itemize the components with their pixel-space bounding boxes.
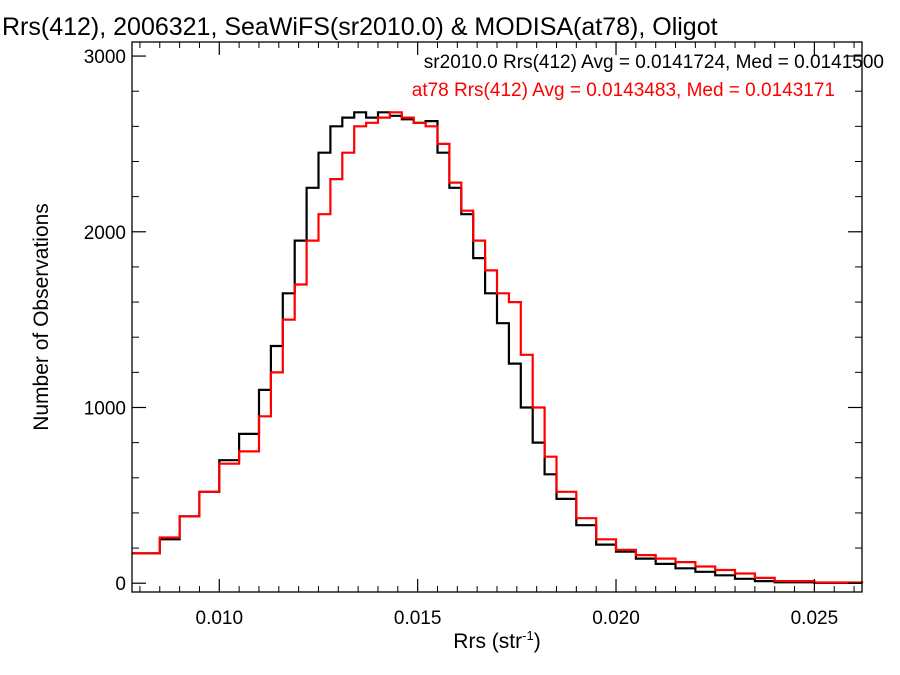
x-axis-label-superscript: -1 [522, 628, 534, 643]
series-layer [132, 111, 864, 584]
x-tick-label: 0.020 [592, 608, 640, 629]
x-tick-label: 0.010 [196, 608, 244, 629]
chart-title: Rrs(412), 2006321, SeaWiFS(sr2010.0) & M… [2, 13, 718, 41]
x-axis-label-close: ) [534, 630, 541, 653]
legend-entry-at78: at78 Rrs(412) Avg = 0.0143483, Med = 0.0… [412, 80, 835, 101]
y-axis-label: Number of Observations [30, 203, 53, 431]
x-tick-label: 0.015 [394, 608, 442, 629]
legend-entry-sr2010: sr2010.0 Rrs(412) Avg = 0.0141724, Med =… [424, 52, 884, 73]
x-axis-ticks: 0.010 0.015 0.020 0.025 [139, 42, 855, 629]
y-tick-label: 3000 [84, 47, 126, 68]
series-line-at78 [132, 111, 864, 584]
y-tick-label: 0 [115, 574, 126, 595]
y-tick-label: 1000 [84, 398, 126, 419]
series-line-sr2010-0 [132, 111, 864, 584]
x-tick-label: 0.025 [791, 608, 839, 629]
y-tick-label: 2000 [84, 223, 126, 244]
y-axis-ticks: 0 1000 2000 3000 [84, 47, 862, 595]
x-axis-label-text: Rrs (str [453, 630, 522, 653]
x-axis-label: Rrs (str-1) [453, 628, 540, 653]
